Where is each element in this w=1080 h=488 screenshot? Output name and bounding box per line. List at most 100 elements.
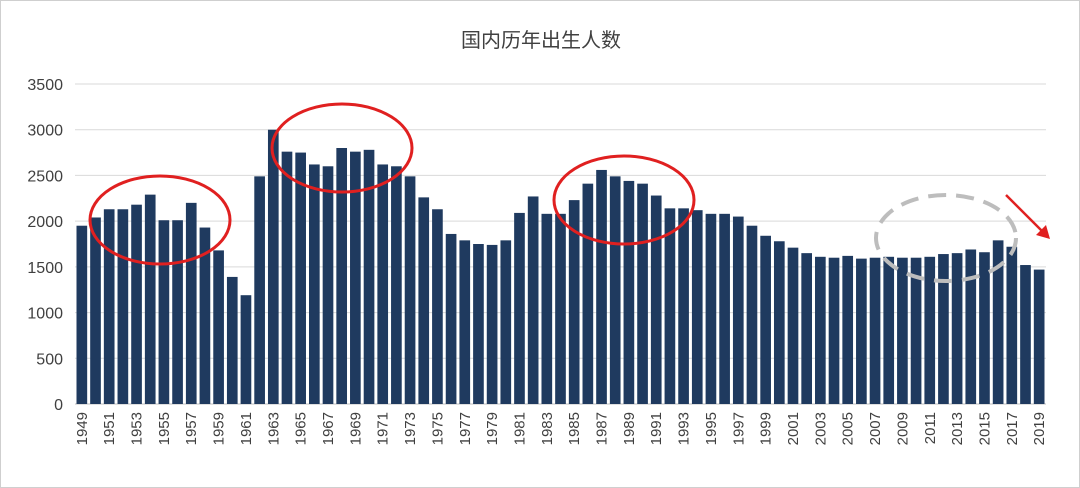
x-tick-label: 1985 <box>566 412 583 445</box>
bar-1963 <box>267 129 279 404</box>
bar-2003 <box>815 256 826 404</box>
highlight-circle-1950s <box>88 174 232 266</box>
bar-1986 <box>582 183 594 404</box>
highlight-dashed-circle-2010s <box>874 193 1018 283</box>
bar-1966 <box>308 164 320 404</box>
chart-title: 国内历年出生人数 <box>461 28 621 52</box>
bar-1992 <box>664 208 676 404</box>
bar-1980 <box>500 240 512 404</box>
x-tick-label: 1999 <box>758 412 775 445</box>
bar-2017 <box>1006 246 1018 404</box>
bar-1951 <box>103 209 115 404</box>
x-tick-label: 2005 <box>840 412 857 445</box>
bars <box>76 129 1045 404</box>
bar-2001 <box>787 247 799 404</box>
bar-2007 <box>869 257 881 404</box>
bar-1996 <box>719 213 730 404</box>
bar-1950 <box>90 217 101 404</box>
bar-1979 <box>486 244 498 404</box>
bar-1983 <box>541 213 553 404</box>
x-axis-ticks: 1949 1951 1953 1955 1957 1959 1961 1963 1965 1967… <box>74 412 1048 445</box>
bar-1973 <box>404 176 416 404</box>
x-tick-label: 1949 <box>74 412 91 445</box>
x-tick-label: 1981 <box>511 412 528 445</box>
bar-2013 <box>951 253 963 404</box>
y-tick-label: 2000 <box>27 214 63 231</box>
bar-1955 <box>158 220 170 404</box>
x-tick-label: 2019 <box>1031 412 1048 445</box>
arrow-head-icon <box>1036 225 1050 239</box>
x-tick-label: 1963 <box>265 412 282 445</box>
bar-1985 <box>568 200 580 404</box>
bar-1967 <box>322 166 334 404</box>
x-tick-label: 1951 <box>101 412 118 445</box>
y-tick-label: 1000 <box>27 306 63 323</box>
bar-1976 <box>445 233 457 404</box>
bar-1990 <box>637 183 648 404</box>
x-tick-label: 1983 <box>539 412 556 445</box>
bar-1972 <box>391 166 402 404</box>
x-tick-label: 1993 <box>676 412 693 445</box>
bar-1960 <box>226 276 238 404</box>
bar-1964 <box>281 151 293 404</box>
x-tick-label: 1991 <box>648 412 665 445</box>
annotations <box>88 102 1050 283</box>
bar-2008 <box>883 256 895 404</box>
bar-1958 <box>199 227 211 404</box>
bar-2012 <box>938 254 949 404</box>
bar-1953 <box>131 204 142 404</box>
bar-1987 <box>596 169 607 404</box>
x-tick-label: 1973 <box>402 412 419 445</box>
highlight-circle-1980s <box>552 154 696 246</box>
y-tick-label: 3500 <box>27 77 63 94</box>
x-tick-label: 1987 <box>594 412 611 445</box>
x-tick-label: 2011 <box>922 412 939 444</box>
bar-2014 <box>965 249 977 404</box>
bar-1978 <box>473 244 484 404</box>
highlight-circle-1960s <box>270 102 414 194</box>
x-tick-label: 1965 <box>293 412 310 445</box>
x-tick-label: 1957 <box>183 412 200 445</box>
bar-2004 <box>828 257 840 404</box>
x-tick-label: 2017 <box>1004 412 1021 445</box>
y-tick-label: 1500 <box>27 260 63 277</box>
x-tick-label: 1955 <box>156 412 173 445</box>
bar-2006 <box>856 258 867 404</box>
bar-1971 <box>377 164 389 404</box>
x-tick-label: 1959 <box>211 412 228 445</box>
bar-1957 <box>185 202 197 404</box>
bar-2019 <box>1033 269 1045 404</box>
x-tick-label: 1979 <box>484 412 501 445</box>
bar-1982 <box>527 196 539 404</box>
bar-1968 <box>336 148 348 404</box>
y-tick-label: 500 <box>36 351 63 368</box>
bar-2002 <box>801 253 813 404</box>
bar-2018 <box>1020 265 1031 404</box>
decline-arrow-icon <box>1005 194 1043 232</box>
bar-2011 <box>924 256 936 404</box>
x-tick-label: 2013 <box>949 412 966 445</box>
x-tick-label: 2003 <box>812 412 829 445</box>
bar-2015 <box>979 252 990 404</box>
x-tick-label: 1995 <box>703 412 720 445</box>
bar-1997 <box>732 216 744 404</box>
bar-1999 <box>760 235 771 404</box>
bar-2005 <box>842 255 854 404</box>
x-tick-label: 2007 <box>867 412 884 445</box>
bar-1975 <box>432 209 443 404</box>
bar-2009 <box>897 257 908 404</box>
x-tick-label: 1977 <box>457 412 474 445</box>
bar-1984 <box>555 213 566 404</box>
bar-1974 <box>418 197 430 404</box>
bar-1995 <box>705 213 717 404</box>
x-tick-label: 2015 <box>976 412 993 445</box>
bar-1961 <box>240 295 252 404</box>
y-axis-ticks: 0 500 1000 1500 2000 2500 3000 3500 <box>27 77 63 414</box>
x-tick-label: 1975 <box>429 412 446 445</box>
bar-1977 <box>459 240 471 404</box>
bar-1952 <box>117 209 129 404</box>
bar-1956 <box>172 220 183 404</box>
bar-1991 <box>650 195 662 404</box>
x-tick-label: 1969 <box>347 412 364 445</box>
